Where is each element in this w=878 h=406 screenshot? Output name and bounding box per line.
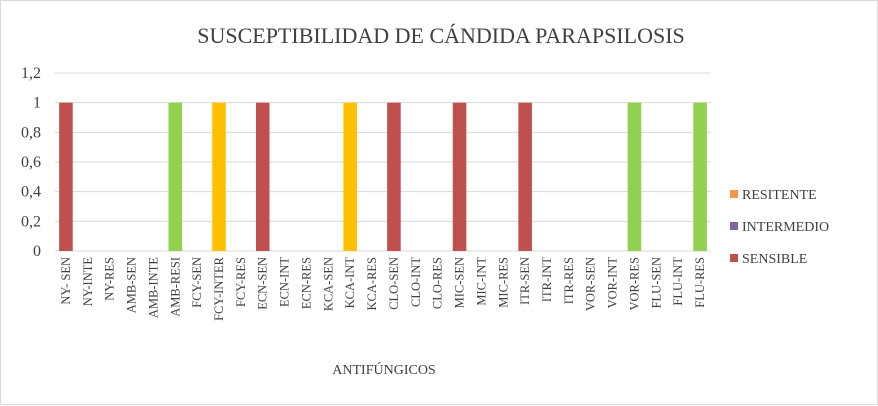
x-axis-label: ANTIFÚNGICOS <box>332 361 435 378</box>
y-axis-ticks: 0 0,2 0,4 0,6 0,8 1 1,2 <box>21 65 41 260</box>
legend-label: SENSIBLE <box>742 252 807 267</box>
x-tick-label: VOR-INT <box>606 257 620 309</box>
x-tick-label: AMB-INTE <box>146 257 160 318</box>
legend-swatch <box>730 254 738 262</box>
legend-swatch <box>730 222 738 230</box>
x-tick-label: AMB-RESI <box>168 257 182 317</box>
x-axis-categories: NY- SEN NY-INTE NY-RES AMB-SEN AMB-INTE AMB-R… <box>59 256 707 321</box>
x-tick-label: VOR-RES <box>627 257 641 311</box>
legend: RESITENTE INTERMEDIO SENSIBLE <box>730 188 829 267</box>
x-tick-label: CLO-RES <box>431 257 445 309</box>
x-tick-label: KCA-INT <box>343 257 357 309</box>
y-tick-label: 0 <box>33 243 41 260</box>
bar-fcy-inter <box>212 102 226 252</box>
x-tick-label: NY-RES <box>103 257 117 301</box>
x-tick-label: MIC-RES <box>496 257 510 308</box>
x-tick-label: MIC-INT <box>474 257 488 306</box>
x-tick-label: FLU-SEN <box>649 257 663 308</box>
bar-amb-resi <box>168 102 183 252</box>
x-tick-label: FCY-SEN <box>190 257 204 308</box>
x-tick-label: ECN-INT <box>278 257 292 307</box>
x-tick-label: ITR-INT <box>540 257 554 302</box>
legend-label: INTERMEDIO <box>742 220 829 235</box>
x-tick-label: FLU-RES <box>693 257 707 308</box>
bar-clo-sen <box>387 102 401 252</box>
y-tick-label: 1,2 <box>21 65 41 82</box>
bar-flu-res <box>693 102 707 252</box>
chart-title: SUSCEPTIBILIDAD DE CÁNDIDA PARAPSILOSIS <box>197 23 685 48</box>
x-tick-label: KCA-SEN <box>321 257 335 311</box>
x-tick-label: NY- SEN <box>59 257 73 305</box>
x-tick-label: MIC-SEN <box>453 257 467 308</box>
y-tick-label: 1 <box>33 95 41 112</box>
bar-itr-sen <box>518 102 532 252</box>
x-tick-label: ECN-SEN <box>256 257 270 310</box>
bar-vor-res <box>627 102 642 252</box>
x-tick-label: ECN-RES <box>299 257 313 309</box>
bar-ecn-sen <box>255 102 270 252</box>
legend-item: INTERMEDIO <box>730 220 829 235</box>
x-tick-label: VOR-SEN <box>584 257 598 311</box>
x-tick-label: CLO-SEN <box>387 257 401 310</box>
legend-swatch <box>730 190 738 198</box>
bar-kca-int <box>343 102 357 252</box>
x-tick-label: AMB-SEN <box>125 257 139 313</box>
legend-item: RESITENTE <box>730 188 817 203</box>
x-tick-label: NY-INTE <box>81 257 95 307</box>
x-tick-label: ITR-RES <box>562 257 576 304</box>
legend-label: RESITENTE <box>742 188 817 203</box>
gridlines <box>55 72 711 252</box>
y-tick-label: 0,6 <box>21 154 41 171</box>
x-tick-label: FCY-INTER <box>212 256 226 321</box>
x-tick-label: KCA-RES <box>365 257 379 311</box>
x-tick-label: FCY-RES <box>234 257 248 307</box>
y-tick-label: 0,4 <box>21 184 41 201</box>
legend-item: SENSIBLE <box>730 252 807 267</box>
bar-ny-sen <box>59 102 73 252</box>
y-tick-label: 0,2 <box>21 213 41 230</box>
x-tick-label: CLO-INT <box>409 257 423 307</box>
x-tick-label: ITR-SEN <box>518 257 532 305</box>
x-tick-label: FLU-INT <box>671 257 685 306</box>
bar-mic-sen <box>452 102 467 252</box>
bars <box>59 102 707 252</box>
y-tick-label: 0,8 <box>21 124 41 141</box>
